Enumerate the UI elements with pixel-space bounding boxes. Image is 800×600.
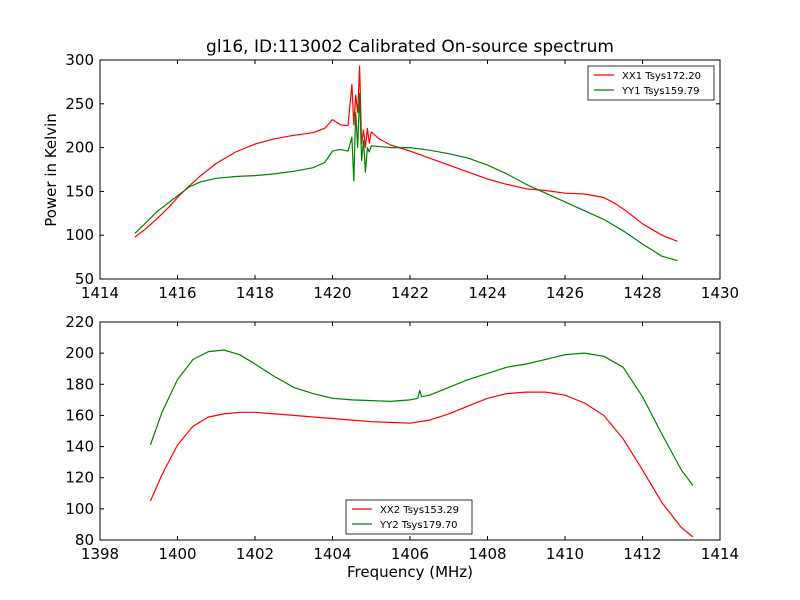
x-tick-label: 1398: [81, 545, 119, 563]
x-tick-label: 1426: [546, 284, 584, 302]
legend-entry: YY2 Tsys179.70: [379, 520, 458, 531]
y-tick-label: 120: [65, 469, 94, 487]
x-tick-label: 1422: [391, 284, 429, 302]
legend-entry: YY1 Tsys159.79: [621, 86, 700, 97]
series-line-2: [134, 92, 678, 262]
y-tick-label: 220: [65, 313, 94, 331]
legend: XX2 Tsys153.29 YY2 Tsys179.70: [345, 499, 473, 535]
x-tick-label: 1428: [623, 284, 661, 302]
y-tick-label: 160: [65, 406, 94, 424]
legend-box: [587, 65, 715, 101]
x-tick-label: 1418: [236, 284, 274, 302]
y-tick-label: 140: [65, 438, 94, 456]
x-tick-label: 1410: [546, 545, 584, 563]
x-tick-label: 1414: [81, 284, 119, 302]
x-axis-label: Frequency (MHz): [347, 563, 473, 581]
x-tick-label: 1430: [701, 284, 739, 302]
x-tick-label: 1404: [313, 545, 351, 563]
x-tick-label: 1420: [313, 284, 351, 302]
x-tick-label: 1406: [391, 545, 429, 563]
legend-box: [345, 499, 473, 535]
y-tick-label: 250: [65, 95, 94, 113]
x-tick-label: 1402: [236, 545, 274, 563]
y-axis-label: Power in Kelvin: [42, 113, 60, 227]
y-tick-label: 200: [65, 344, 94, 362]
y-tick-label: 180: [65, 375, 94, 393]
y-tick-label: 100: [65, 226, 94, 244]
y-tick-label: 80: [75, 531, 94, 549]
y-tick-label: 100: [65, 500, 94, 518]
legend: XX1 Tsys172.20 YY1 Tsys159.79: [587, 65, 715, 101]
x-tick-label: 1412: [623, 545, 661, 563]
legend-entry: XX2 Tsys153.29: [380, 505, 459, 516]
series-line-1: [134, 65, 678, 242]
chart-title: gl16, ID:113002 Calibrated On-source spe…: [206, 37, 614, 57]
subplot-2: 1398 1400 1402 1404 1406 1408 1410 1412 1414 80 10…: [65, 313, 739, 563]
series-line-1: [149, 391, 694, 538]
subplot-1: 1414 1416 1418 1420 1422 1424 1426 1428 1430 50 10…: [65, 51, 739, 302]
series-line-2: [149, 349, 694, 486]
x-tick-label: 1424: [468, 284, 506, 302]
legend-entry: XX1 Tsys172.20: [622, 71, 701, 82]
y-tick-label: 50: [75, 270, 94, 288]
x-tick-label: 1408: [468, 545, 506, 563]
y-tick-label: 200: [65, 139, 94, 157]
y-tick-label: 150: [65, 182, 94, 200]
x-tick-label: 1414: [701, 545, 739, 563]
y-tick-label: 300: [65, 51, 94, 69]
x-tick-label: 1416: [158, 284, 196, 302]
x-tick-label: 1400: [158, 545, 196, 563]
